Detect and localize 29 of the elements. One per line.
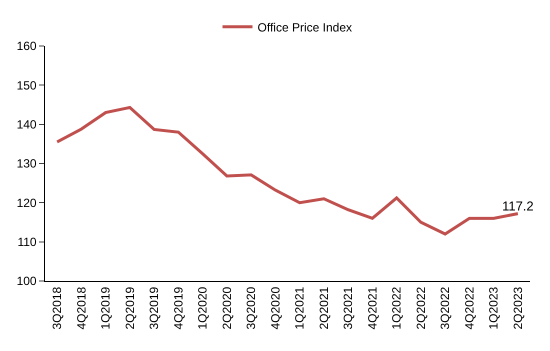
x-tick-label: 2Q2022	[414, 286, 428, 330]
x-tick-label: 2Q2020	[220, 286, 234, 330]
x-tick-label: 1Q2020	[196, 286, 210, 330]
x-tick-label: 1Q2021	[292, 286, 307, 330]
x-tick-label: 4Q2018	[74, 286, 88, 330]
x-tick-label: 1Q2023	[486, 286, 501, 330]
data-label: 117.2	[502, 198, 534, 214]
x-tick-label: 4Q2019	[171, 286, 186, 330]
y-tick-label: 120	[16, 196, 37, 210]
x-tick-label: 3Q2021	[341, 286, 356, 330]
x-tick-label: 4Q2021	[365, 286, 380, 330]
y-tick-label: 140	[16, 118, 37, 132]
x-tick-label: 3Q2020	[244, 286, 258, 330]
x-tick-label: 3Q2018	[50, 286, 64, 330]
x-tick-label: 2Q2019	[122, 286, 137, 330]
x-tick-label: 1Q2019	[98, 286, 113, 330]
x-tick-label: 3Q2022	[438, 286, 452, 330]
y-tick-label: 160	[16, 39, 37, 54]
y-tick-label: 130	[16, 156, 37, 171]
x-tick-label: 1Q2022	[390, 286, 404, 330]
y-tick-label: 110	[17, 235, 37, 250]
y-tick-label: 150	[16, 78, 37, 92]
x-tick-label: 2Q2021	[316, 286, 331, 330]
x-tick-label: 3Q2019	[147, 286, 162, 330]
y-tick-label: 100	[16, 274, 37, 288]
x-tick-label: 4Q2022	[462, 286, 476, 330]
legend-label: Office Price Index	[258, 20, 352, 34]
x-tick-label: 4Q2020	[268, 286, 282, 330]
x-tick-label: 2Q2023	[510, 286, 525, 330]
